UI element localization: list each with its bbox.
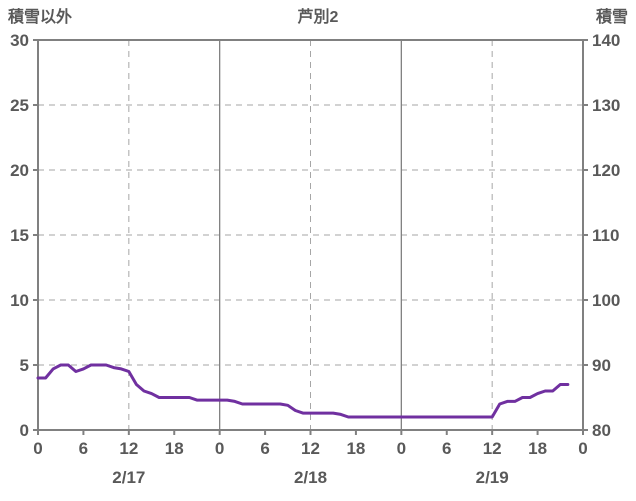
day-label: 2/17 <box>112 468 145 487</box>
x-tick-label: 0 <box>578 439 587 458</box>
x-tick-label: 18 <box>165 439 184 458</box>
x-tick-label: 18 <box>528 439 547 458</box>
x-tick-label: 18 <box>346 439 365 458</box>
series-line-snow-other <box>36 363 570 419</box>
left-axis-tick-label: 0 <box>20 421 29 440</box>
x-tick-label: 12 <box>119 439 138 458</box>
day-label: 2/18 <box>294 468 327 487</box>
day-label: 2/19 <box>476 468 509 487</box>
right-axis-tick-label: 130 <box>592 96 620 115</box>
x-tick-label: 6 <box>260 439 269 458</box>
left-axis-tick-label: 30 <box>10 31 29 50</box>
x-tick-label: 12 <box>483 439 502 458</box>
chart-title: 芦別2 <box>297 9 339 26</box>
left-axis-tick-label: 20 <box>10 161 29 180</box>
x-tick-label: 0 <box>33 439 42 458</box>
left-axis-tick-label: 25 <box>10 96 29 115</box>
x-tick-label: 0 <box>215 439 224 458</box>
right-axis-tick-label: 110 <box>592 226 619 245</box>
right-axis-title: 積雪 <box>595 9 628 26</box>
x-tick-label: 12 <box>301 439 320 458</box>
left-axis-tick-label: 15 <box>10 226 29 245</box>
left-axis-tick-label: 10 <box>10 291 29 310</box>
right-axis-tick-label: 140 <box>592 31 620 50</box>
right-axis-tick-label: 90 <box>592 356 611 375</box>
left-axis-title: 積雪以外 <box>8 9 73 26</box>
x-tick-label: 6 <box>79 439 88 458</box>
left-axis-tick-label: 5 <box>20 356 29 375</box>
right-axis-tick-label: 100 <box>592 291 620 310</box>
x-tick-label: 6 <box>442 439 451 458</box>
right-axis-tick-label: 120 <box>592 161 620 180</box>
right-axis-tick-label: 80 <box>592 421 611 440</box>
x-tick-label: 0 <box>397 439 406 458</box>
